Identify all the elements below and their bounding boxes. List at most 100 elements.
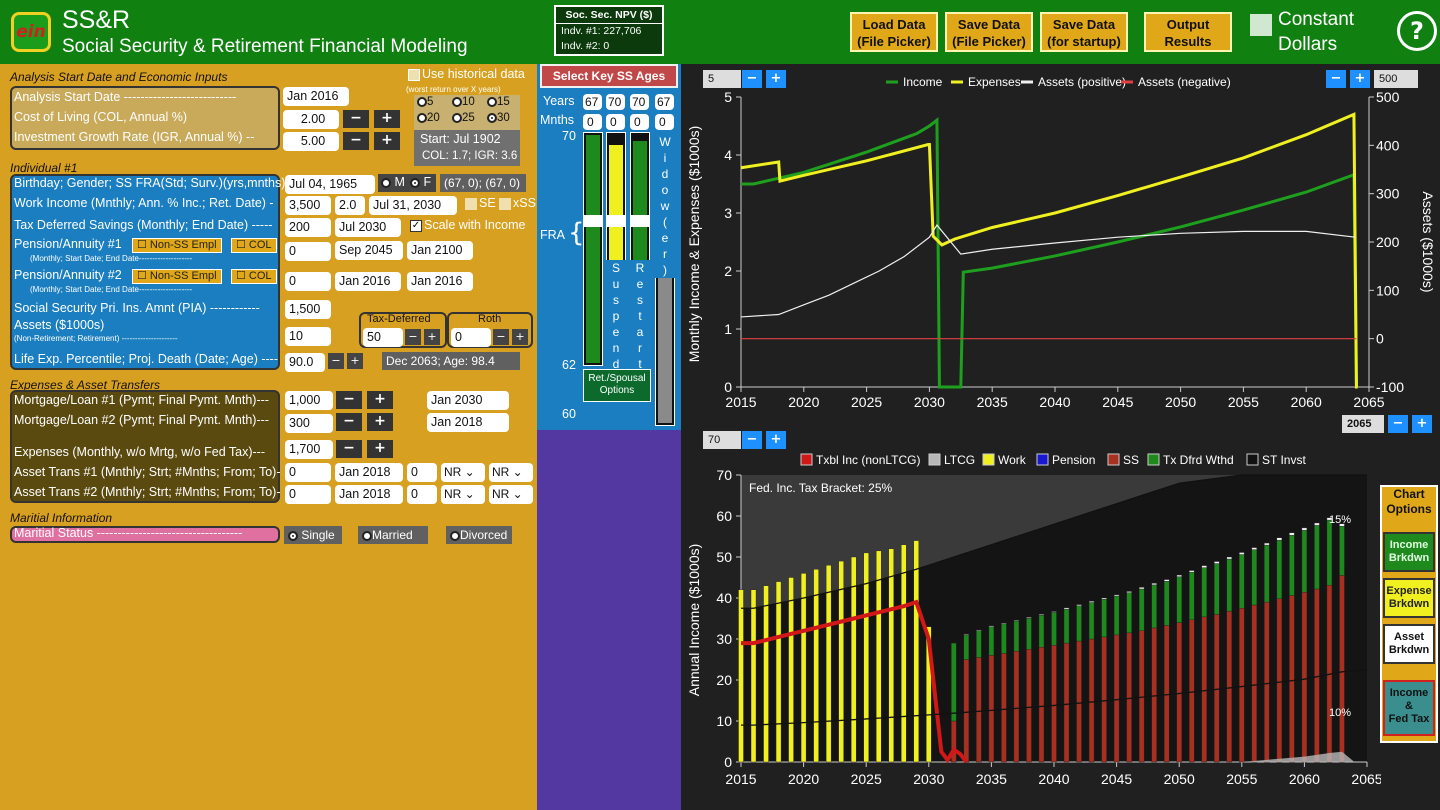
ss-months-input-3[interactable]: 0 [630,114,649,130]
roth-input[interactable]: 0 [451,328,491,347]
col-plus-button[interactable]: + [374,110,400,128]
igr-input[interactable]: 5.00 [283,132,339,151]
pension1-nonss-checkbox[interactable]: ☐ Non-SS Empl [132,238,222,253]
column-thumb[interactable] [631,215,649,227]
pension2-col-checkbox[interactable]: ☐ COL [231,269,277,284]
pension2-end-input[interactable]: Jan 2016 [407,272,473,291]
load-data-button[interactable]: Load Data (File Picker) [850,12,938,52]
at1-to-select[interactable]: NR ⌄ [489,463,533,482]
divorced-radio[interactable]: Divorced [446,526,512,544]
at2-from-select[interactable]: NR ⌄ [441,485,485,504]
tds-date-input[interactable]: Jul 2030 [335,218,401,237]
chart1-right-plus-button[interactable]: + [1350,70,1370,88]
pension2-amount-input[interactable]: 0 [285,272,331,291]
mortgage1-minus-button[interactable]: − [336,391,362,409]
gender-f-radio[interactable]: F [410,175,431,189]
expense-breakdown-button[interactable]: Expense Brkdwn [1383,578,1435,618]
pia-input[interactable]: 1,500 [285,300,331,319]
at1-months-input[interactable]: 0 [407,463,437,482]
historical-radio-10[interactable]: 10 [452,96,475,108]
save-data-startup-button[interactable]: Save Data (for startup) [1040,12,1128,52]
ss-months-input-2[interactable]: 0 [606,114,625,130]
start-date-input[interactable]: Jan 2016 [283,87,349,106]
at1-start-input[interactable]: Jan 2018 [335,463,403,482]
save-data-file-button[interactable]: Save Data (File Picker) [945,12,1033,52]
mortgage1-date-input[interactable]: Jan 2030 [427,391,509,410]
historical-radio-30[interactable]: 30 [487,112,510,124]
asset-breakdown-button[interactable]: Asset Brkdwn [1383,624,1435,664]
chart1-end-year-input[interactable]: 2065 [1342,415,1384,433]
igr-minus-button[interactable]: − [343,132,369,150]
output-results-button[interactable]: Output Results [1144,12,1232,52]
ss-years-input-4[interactable]: 67 [655,94,674,110]
ss-years-input-2[interactable]: 70 [606,94,625,110]
married-radio[interactable]: Married [358,526,428,544]
historical-radio-15[interactable]: 15 [487,96,510,108]
birthday-input[interactable]: Jul 04, 1965 [285,175,375,194]
pension2-start-input[interactable]: Jan 2016 [335,272,401,291]
column-thumb[interactable] [607,215,625,227]
chart2-plus-button[interactable]: + [766,431,786,449]
work-amount-input[interactable]: 3,500 [285,196,331,215]
at1-amount-input[interactable]: 0 [285,463,331,482]
ss-years-input-3[interactable]: 70 [630,94,649,110]
chart1-year-minus-button[interactable]: − [1388,415,1408,433]
igr-plus-button[interactable]: + [374,132,400,150]
constant-dollars-checkbox[interactable] [1250,14,1272,36]
pension1-start-input[interactable]: Sep 2045 [335,241,403,260]
chart1-right-scale-input[interactable]: 500 [1374,70,1418,88]
taxdef-minus-button[interactable]: − [405,329,421,345]
taxdef-plus-button[interactable]: + [424,329,440,345]
ss-years-input-1[interactable]: 67 [583,94,602,110]
historical-checkbox[interactable] [408,69,420,81]
tds-amount-input[interactable]: 200 [285,218,331,237]
pension1-col-checkbox[interactable]: ☐ COL [231,238,277,253]
gender-m-radio[interactable]: M [381,175,405,189]
col-input[interactable]: 2.00 [283,110,339,129]
chart2-scale-input[interactable]: 70 [703,431,741,449]
col-minus-button[interactable]: − [343,110,369,128]
column-thumb[interactable] [584,215,602,227]
at2-to-select[interactable]: NR ⌄ [489,485,533,504]
roth-plus-button[interactable]: + [512,329,528,345]
chart1-left-minus-button[interactable]: − [742,70,762,88]
historical-radio-5[interactable]: 5 [417,96,433,108]
expenses-minus-button[interactable]: − [336,440,362,458]
ss-months-input-1[interactable]: 0 [583,114,602,130]
expenses-amount-input[interactable]: 1,700 [285,440,333,459]
mortgage1-plus-button[interactable]: + [367,391,393,409]
select-ss-ages-button[interactable]: Select Key SS Ages [540,64,678,88]
chart1-right-minus-button[interactable]: − [1326,70,1346,88]
at2-amount-input[interactable]: 0 [285,485,331,504]
pension1-amount-input[interactable]: 0 [285,242,331,261]
se-checkbox[interactable] [465,198,477,210]
historical-radio-20[interactable]: 20 [417,112,440,124]
life-plus-button[interactable]: + [347,353,363,369]
help-icon[interactable]: ? [1397,11,1437,51]
expenses-plus-button[interactable]: + [367,440,393,458]
single-radio[interactable]: Single [284,526,342,544]
xss-checkbox[interactable] [499,198,511,210]
mortgage2-plus-button[interactable]: + [367,413,393,431]
life-minus-button[interactable]: − [328,353,344,369]
work-increase-input[interactable]: 2.0 [335,196,365,215]
ret-spousal-options-button[interactable]: Ret./Spousal Options [583,369,651,402]
pension2-nonss-checkbox[interactable]: ☐ Non-SS Empl [132,269,222,284]
life-pct-input[interactable]: 90.0 [285,353,325,372]
scale-checkbox[interactable]: ✓ [410,220,422,232]
income-fed-tax-button[interactable]: Income & Fed Tax [1383,680,1435,736]
mortgage2-minus-button[interactable]: − [336,413,362,431]
at2-start-input[interactable]: Jan 2018 [335,485,403,504]
ret-age-column[interactable] [583,132,603,366]
at1-from-select[interactable]: NR ⌄ [441,463,485,482]
retirement-date-input[interactable]: Jul 31, 2030 [369,196,457,215]
roth-minus-button[interactable]: − [493,329,509,345]
mortgage2-amount-input[interactable]: 300 [285,414,333,433]
historical-radio-25[interactable]: 25 [452,112,475,124]
assets-nonret-input[interactable]: 10 [285,327,331,346]
ss-months-input-4[interactable]: 0 [655,114,674,130]
income-breakdown-button[interactable]: Income Brkdwn [1383,532,1435,572]
chart1-left-plus-button[interactable]: + [766,70,786,88]
chart1-left-scale-input[interactable]: 5 [703,70,741,88]
taxdef-input[interactable]: 50 [363,328,403,347]
